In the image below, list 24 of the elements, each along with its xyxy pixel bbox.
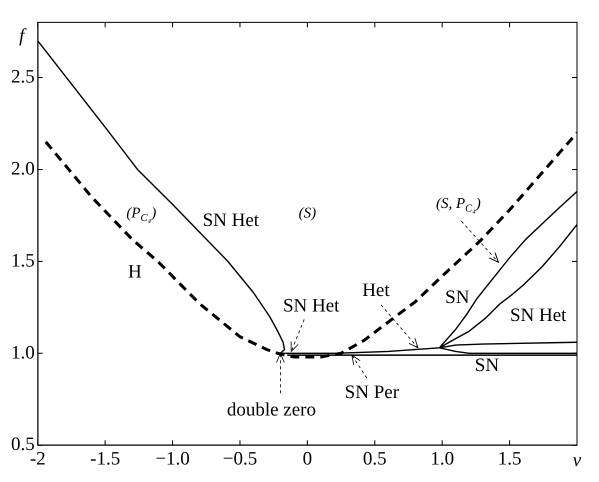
annotation: (S) — [298, 205, 316, 222]
x-axis-title: ν — [572, 450, 582, 472]
x-tick-label: -1.5 — [90, 448, 120, 470]
y-axis-title: f — [19, 25, 28, 46]
annotation: SN Het — [202, 210, 260, 232]
annotation: SN Het — [510, 305, 568, 326]
y-tick-label: 0.5 — [11, 434, 35, 456]
annotation: Het — [362, 280, 390, 301]
x-tick-label: 1.5 — [498, 448, 522, 470]
annotation: SN Per — [344, 382, 400, 404]
y-tick-label: 1.0 — [11, 342, 35, 364]
annotation: double zero — [226, 399, 316, 420]
y-tick-label: 2.0 — [11, 158, 35, 180]
x-tick-label: −0.5 — [222, 448, 258, 470]
y-tick-label: 2.5 — [11, 66, 35, 88]
annotation: SN — [474, 355, 500, 376]
annotation: H — [128, 261, 142, 282]
annotation: SN — [445, 287, 470, 308]
x-tick-label: 0 — [302, 448, 312, 470]
y-tick-label: 1.5 — [11, 250, 35, 272]
x-tick-label: 0.5 — [362, 448, 387, 470]
annotation: SN Het — [282, 295, 340, 316]
x-tick-label: 1.0 — [430, 448, 454, 470]
x-tick-label: −1.0 — [155, 448, 190, 470]
